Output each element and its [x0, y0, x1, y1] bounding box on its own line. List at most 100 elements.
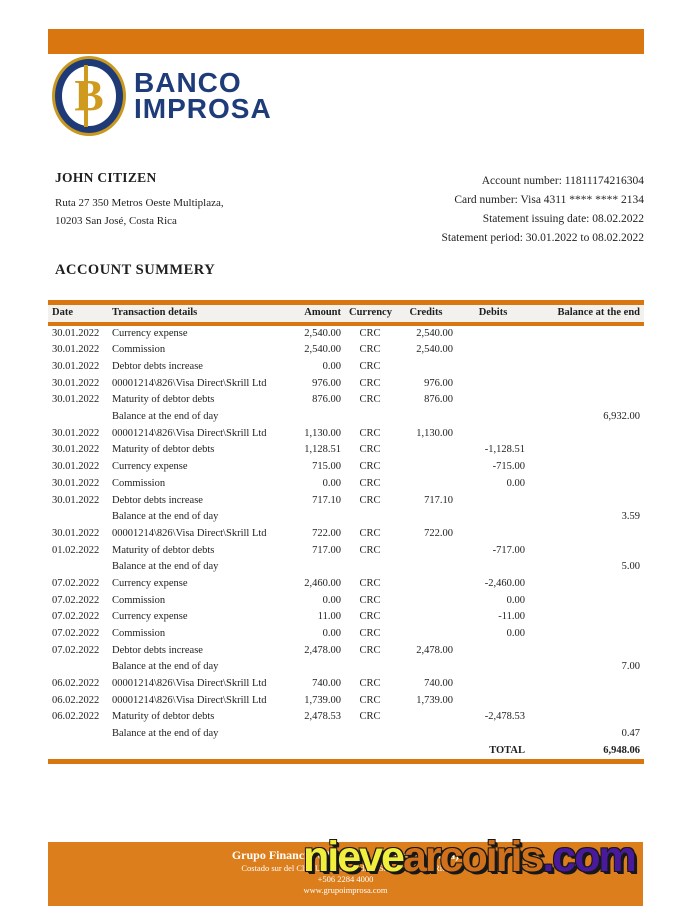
watermark-part3: .com — [542, 833, 636, 881]
cell-date — [48, 743, 108, 760]
logo-monogram: B — [74, 70, 104, 120]
cell-balance — [529, 492, 644, 509]
cell-credits — [395, 442, 457, 459]
cell-date: 30.01.2022 — [52, 328, 100, 339]
cell-details: 00001214\826\Visa Direct\Skrill Ltd — [112, 377, 267, 389]
cell-credits: 717.10 — [424, 494, 453, 506]
cell-date — [48, 726, 108, 743]
col-header-amount: Amount — [273, 300, 345, 326]
cell-currency: CRC — [359, 644, 381, 656]
footer-bar: Grupo Financiero Improsa (Banco Improsa)… — [48, 842, 643, 906]
statement-period-line: Statement period: 30.01.2022 to 08.02.20… — [441, 232, 644, 244]
cell-balance — [529, 692, 644, 709]
cell-currency: CRC — [359, 711, 381, 723]
cell-amount: 722.00 — [312, 527, 341, 539]
cell-credits — [395, 659, 457, 676]
table-row: 06.02.2022 00001214\826\Visa Direct\Skri… — [48, 692, 644, 709]
table-row: 30.01.2022 Commission 0.00 CRC 0.00 — [48, 476, 644, 493]
cell-currency — [345, 559, 395, 576]
cell-details: Balance at the end of day — [112, 661, 219, 673]
cell-debits: 0.00 — [506, 628, 525, 640]
table-row: Balance at the end of day 0.47 — [48, 726, 644, 743]
table-row: 30.01.2022 00001214\826\Visa Direct\Skri… — [48, 425, 644, 442]
cell-credits — [395, 459, 457, 476]
cell-currency: CRC — [359, 394, 381, 406]
cell-debits — [457, 659, 529, 676]
cell-date — [48, 659, 108, 676]
watermark-part2: arcoiris — [402, 833, 544, 881]
cell-details: Maturity of debtor debts — [112, 394, 215, 406]
cell-debits — [457, 375, 529, 392]
statement-info-block: Account number: 11811174216304 Card numb… — [441, 172, 644, 248]
cell-amount — [273, 409, 345, 426]
cell-details: 00001214\826\Visa Direct\Skrill Ltd — [112, 678, 267, 690]
cell-date: 30.01.2022 — [52, 461, 100, 473]
cell-balance — [529, 375, 644, 392]
table-row: 30.01.2022 Debtor debts increase 0.00 CR… — [48, 359, 644, 376]
cell-amount — [273, 726, 345, 743]
cell-balance — [529, 359, 644, 376]
cell-currency: CRC — [359, 344, 381, 356]
cell-amount — [273, 659, 345, 676]
table-row: 07.02.2022 Commission 0.00 CRC 0.00 — [48, 626, 644, 643]
cell-debits: TOTAL — [489, 744, 525, 756]
cell-details: Balance at the end of day — [112, 728, 219, 740]
cell-credits — [395, 359, 457, 376]
cell-currency: CRC — [359, 527, 381, 539]
cell-balance: 7.00 — [621, 661, 640, 673]
cell-debits — [457, 509, 529, 526]
cell-amount: 0.00 — [322, 477, 341, 489]
cell-amount: 2,478.00 — [304, 644, 341, 656]
cell-date: 30.01.2022 — [52, 377, 100, 389]
cell-currency: CRC — [359, 611, 381, 623]
table-header: Date Transaction details Amount Currency… — [48, 300, 644, 326]
cell-balance — [529, 324, 644, 342]
table-row: 07.02.2022 Commission 0.00 CRC 0.00 — [48, 592, 644, 609]
cell-balance — [529, 526, 644, 543]
cell-balance — [529, 576, 644, 593]
table-row: Balance at the end of day 6,932.00 — [48, 409, 644, 426]
col-header-debits: Debits — [457, 300, 529, 326]
cell-credits: 740.00 — [424, 678, 453, 690]
cell-balance: 0.47 — [621, 728, 640, 740]
table-row: TOTAL 6,948.06 — [48, 743, 644, 760]
table-row: 07.02.2022 Debtor debts increase 2,478.0… — [48, 642, 644, 659]
cell-debits: -2,478.53 — [484, 711, 525, 723]
cell-date: 30.01.2022 — [52, 477, 100, 489]
cell-credits: 722.00 — [424, 527, 453, 539]
table-row: 06.02.2022 Maturity of debtor debts 2,47… — [48, 709, 644, 726]
cell-debits — [457, 342, 529, 359]
cell-currency: CRC — [359, 594, 381, 606]
cell-amount — [273, 509, 345, 526]
cell-amount: 2,460.00 — [304, 577, 341, 589]
account-number-line: Account number: 11811174216304 — [481, 175, 644, 187]
account-holder-name: JOHN CITIZEN — [55, 170, 157, 185]
cell-currency — [345, 509, 395, 526]
cell-debits — [457, 559, 529, 576]
table-row: 30.01.2022 Currency expense 2,540.00 CRC… — [48, 324, 644, 342]
cell-balance — [529, 442, 644, 459]
cell-credits — [395, 476, 457, 493]
card-number-line: Card number: Visa 4311 **** **** 2134 — [454, 194, 644, 206]
cell-amount — [273, 743, 345, 760]
cell-amount: 715.00 — [312, 461, 341, 473]
cell-credits: 2,540.00 — [416, 328, 453, 339]
cell-amount: 740.00 — [312, 678, 341, 690]
cell-credits — [395, 726, 457, 743]
cell-currency: CRC — [359, 328, 381, 339]
address-line-1: Ruta 27 350 Metros Oeste Multiplaza, — [55, 197, 224, 209]
cell-balance — [529, 392, 644, 409]
cell-details: Debtor debts increase — [112, 644, 203, 656]
cell-date: 30.01.2022 — [52, 344, 100, 356]
table-row: 30.01.2022 00001214\826\Visa Direct\Skri… — [48, 375, 644, 392]
cell-balance — [529, 642, 644, 659]
cell-balance — [529, 626, 644, 643]
cell-amount: 0.00 — [322, 628, 341, 640]
cell-balance — [529, 542, 644, 559]
cell-amount: 1,130.00 — [304, 427, 341, 439]
table-row: 01.02.2022 Maturity of debtor debts 717.… — [48, 542, 644, 559]
cell-amount: 876.00 — [312, 394, 341, 406]
cell-details: Commission — [112, 477, 166, 489]
cell-credits: 2,540.00 — [416, 344, 453, 356]
bank-name-line2: IMPROSA — [134, 93, 272, 124]
